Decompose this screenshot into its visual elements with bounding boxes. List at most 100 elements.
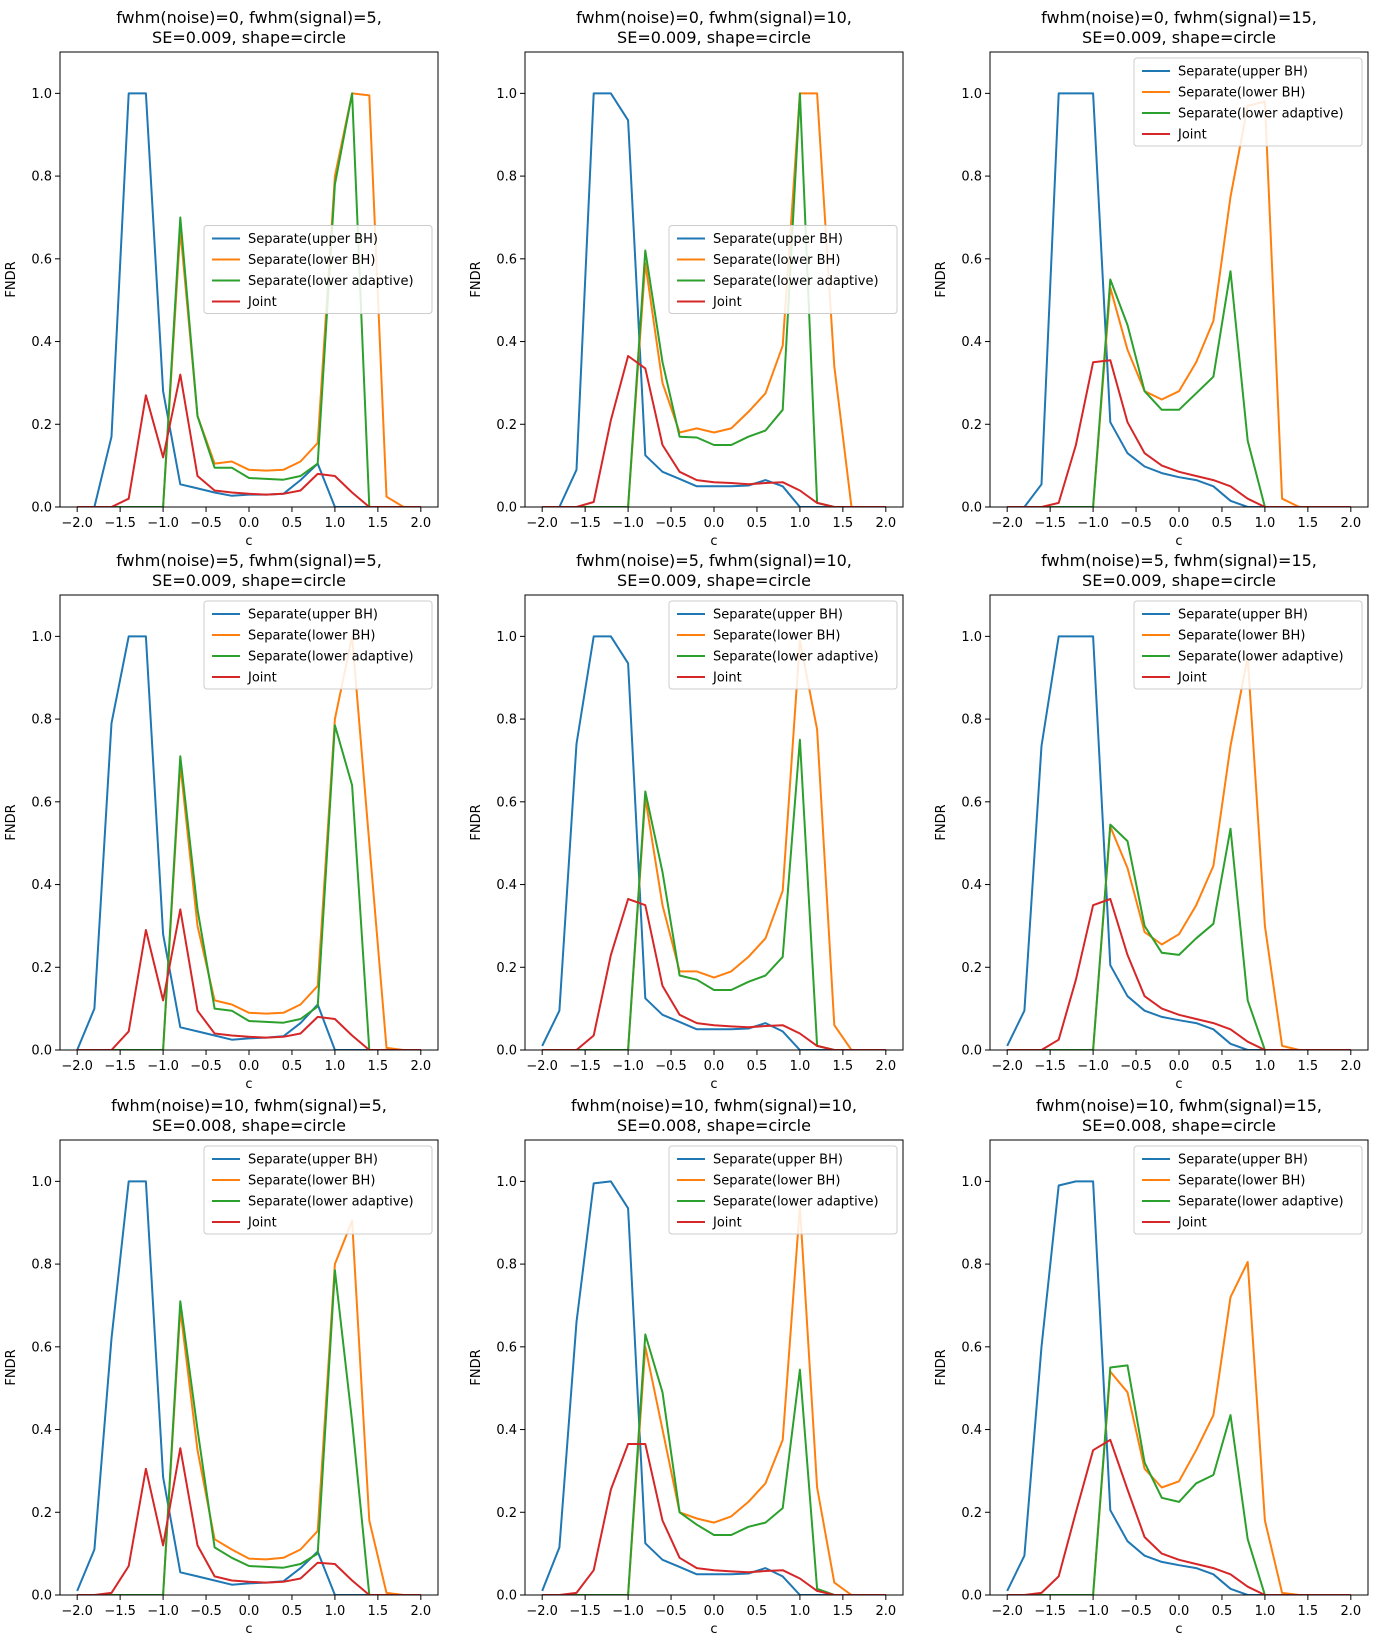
y-tick-label: 0.8 [31, 1258, 52, 1273]
x-tick-label: 2.0 [410, 1059, 431, 1074]
y-axis-label: FNDR [934, 261, 949, 297]
legend: Separate(upper BH) Separate(lower BH) Sepa… [1133, 57, 1363, 147]
x-tick-label: 0.5 [747, 1059, 768, 1074]
series-line-joint [542, 1443, 886, 1595]
y-tick-label: 0.8 [496, 1258, 517, 1273]
y-tick-label: 0.2 [961, 418, 982, 433]
x-tick-label: −2.0 [991, 1059, 1023, 1074]
series-line-upper-bh [542, 92, 886, 507]
series-line-lower-adaptive [542, 738, 886, 1050]
y-tick-label: 0.0 [31, 1044, 52, 1059]
series-line-joint [542, 898, 886, 1050]
x-tick-label: −1.5 [569, 1604, 601, 1619]
subplot-9: fwhm(noise)=10, fwhm(signal)=15,SE=0.008… [934, 1096, 1369, 1637]
plot-lines [1006, 635, 1351, 1050]
subplot-title-line2: SE=0.009, shape=circle [152, 571, 346, 590]
y-axis-label: FNDR [934, 804, 949, 840]
x-tick-label: 2.0 [410, 1604, 431, 1619]
legend: Separate(upper BH) Separate(lower BH) Sepa… [668, 1145, 898, 1235]
x-tick-label: −1.0 [1077, 1059, 1109, 1074]
y-axis-label: FNDR [4, 1349, 19, 1385]
x-tick-label: 1.5 [833, 1604, 854, 1619]
x-tick-label: 1.0 [325, 516, 346, 531]
y-tick-label: 0.2 [961, 1506, 982, 1521]
x-tick-label: 0.0 [1169, 1059, 1190, 1074]
legend-label: Separate(lower BH) [713, 1174, 840, 1189]
subplot-title-line1: fwhm(noise)=5, fwhm(signal)=5, [116, 551, 382, 570]
x-tick-label: −1.5 [1034, 516, 1066, 531]
legend-box [1133, 57, 1363, 147]
x-axis-label: c [1175, 1622, 1182, 1637]
legend-box [668, 600, 898, 690]
legend-label: Separate(lower adaptive) [713, 650, 879, 665]
series-line-lower-bh [542, 639, 886, 1050]
y-tick-label: 0.0 [31, 501, 52, 516]
x-tick-label: 2.0 [875, 1059, 896, 1074]
series-line-lower-bh [77, 92, 421, 507]
series-line-upper-bh [1006, 635, 1351, 1050]
legend-label: Separate(lower adaptive) [1178, 650, 1344, 665]
x-tick-label: 2.0 [875, 1604, 896, 1619]
y-tick-label: 0.4 [496, 335, 517, 350]
plot-lines [541, 635, 886, 1050]
y-tick-label: 0.8 [496, 170, 517, 185]
series-line-upper-bh [76, 635, 421, 1050]
x-tick-label: −2.0 [61, 516, 93, 531]
legend-label: Separate(lower adaptive) [248, 274, 414, 289]
y-tick-label: 0.2 [961, 961, 982, 976]
x-tick-label: −2.0 [61, 1059, 93, 1074]
x-tick-label: −1.5 [1034, 1604, 1066, 1619]
x-axis-label: c [245, 1622, 252, 1637]
x-tick-label: −1.5 [104, 1059, 136, 1074]
series-line-joint [1007, 1438, 1351, 1595]
series-line-joint [1007, 359, 1351, 507]
y-tick-label: 0.0 [496, 501, 517, 516]
y-tick-label: 1.0 [961, 87, 982, 102]
y-tick-label: 1.0 [496, 1175, 517, 1190]
legend-box [668, 225, 898, 314]
legend-label: Separate(upper BH) [713, 608, 843, 623]
x-tick-label: 0.5 [1212, 516, 1233, 531]
legend-label: Separate(lower BH) [1178, 1174, 1305, 1189]
x-tick-label: 2.0 [1340, 516, 1361, 531]
y-tick-label: 0.6 [961, 1340, 982, 1355]
legend-box [1133, 1145, 1363, 1235]
legend-box [1133, 600, 1363, 690]
x-tick-label: −1.5 [1034, 1059, 1066, 1074]
x-tick-label: 1.5 [1298, 1059, 1319, 1074]
y-tick-label: 0.2 [31, 1506, 52, 1521]
x-tick-label: −1.0 [147, 1604, 179, 1619]
legend-label: Joint [712, 295, 742, 310]
x-tick-label: 0.5 [282, 1059, 303, 1074]
x-tick-label: 0.0 [1169, 516, 1190, 531]
legend: Separate(upper BH) Separate(lower BH) Sepa… [668, 225, 898, 314]
legend-label: Separate(lower adaptive) [1178, 107, 1344, 122]
series-line-lower-bh [542, 1205, 886, 1595]
subplot-title-line1: fwhm(noise)=5, fwhm(signal)=15, [1041, 551, 1317, 570]
y-tick-label: 0.4 [961, 335, 982, 350]
x-tick-label: 0.0 [239, 516, 260, 531]
x-tick-label: 0.5 [282, 516, 303, 531]
series-line-upper-bh [76, 1180, 421, 1595]
y-tick-label: 0.8 [961, 1258, 982, 1273]
x-tick-label: 2.0 [410, 516, 431, 531]
legend: Separate(upper BH) Separate(lower BH) Sepa… [668, 600, 898, 690]
y-tick-label: 0.0 [31, 1589, 52, 1604]
x-axis-label: c [1175, 534, 1182, 549]
legend-box [668, 1145, 898, 1235]
legend-label: Separate(lower BH) [1178, 629, 1305, 644]
subplot-title-line2: SE=0.009, shape=circle [1082, 571, 1276, 590]
legend-label: Separate(upper BH) [1178, 1153, 1308, 1168]
series-line-lower-adaptive [1007, 270, 1351, 507]
x-tick-label: −1.0 [147, 516, 179, 531]
y-tick-label: 1.0 [961, 1175, 982, 1190]
x-tick-label: −0.5 [1120, 1059, 1152, 1074]
legend-label: Separate(upper BH) [248, 232, 378, 247]
y-axis-label: FNDR [469, 261, 484, 297]
legend-label: Separate(lower adaptive) [248, 1195, 414, 1210]
y-tick-label: 0.4 [961, 878, 982, 893]
y-tick-label: 0.2 [31, 961, 52, 976]
x-tick-label: −1.5 [569, 1059, 601, 1074]
subplot-3: fwhm(noise)=0, fwhm(signal)=15,SE=0.009,… [934, 8, 1369, 549]
